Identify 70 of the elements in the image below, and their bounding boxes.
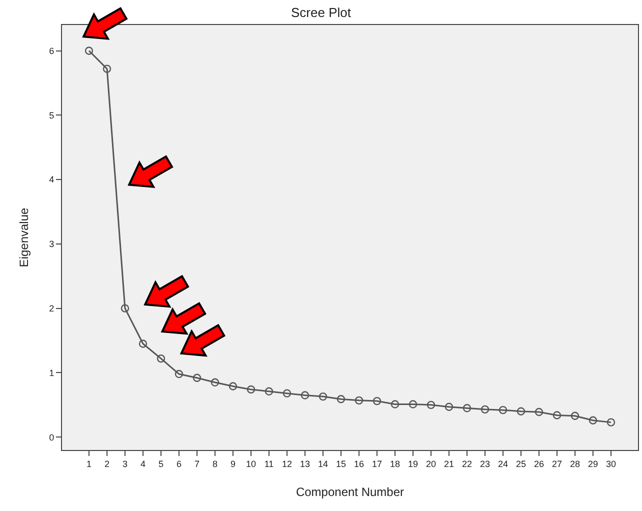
point (480, 405, 490, 414)
x-tick-label: 29 (588, 458, 598, 469)
point (264, 387, 274, 396)
x-tick-label: 14 (318, 458, 328, 469)
x-tick-label: 4 (140, 458, 146, 469)
y-tick-label: 4 (49, 174, 54, 185)
point (516, 407, 526, 416)
y-axis-title: Eigenvalue (17, 207, 31, 268)
x-tick-label: 13 (300, 458, 310, 469)
x-tick-label: 19 (408, 458, 418, 469)
x-tick-label: 2 (104, 458, 110, 469)
y-tick-label: 0 (49, 432, 54, 442)
point (354, 396, 364, 405)
point (462, 404, 472, 412)
point (498, 406, 508, 414)
y-tick-label: 3 (49, 239, 54, 250)
point (282, 389, 292, 398)
x-tick-label: 17 (372, 458, 382, 469)
x-tick-label: 18 (390, 458, 400, 469)
point (120, 304, 130, 312)
point (246, 385, 256, 394)
x-tick-label: 23 (480, 458, 490, 469)
x-tick-label: 27 (552, 458, 562, 469)
x-tick-label: 3 (122, 458, 128, 469)
point (444, 402, 454, 411)
x-tick-label: 5 (158, 458, 164, 469)
point (84, 46, 94, 55)
point (318, 392, 328, 401)
x-tick-label: 24 (498, 458, 508, 469)
x-tick-label: 7 (194, 458, 200, 469)
point (408, 400, 418, 408)
x-tick-label: 20 (426, 458, 436, 469)
y-tick-label: 6 (49, 46, 54, 56)
x-tick-label: 15 (336, 458, 346, 469)
x-axis-title: Component Number (296, 485, 404, 499)
x-tick-label: 11 (264, 458, 274, 469)
x-tick-label: 12 (282, 458, 292, 469)
x-tick-label: 22 (462, 458, 472, 469)
x-tick-label: 1 (86, 458, 92, 469)
x-tick-label: 8 (212, 458, 218, 469)
point (570, 412, 580, 420)
y-tick-label: 2 (49, 303, 54, 314)
x-tick-label: 30 (606, 458, 616, 469)
point (336, 395, 346, 404)
x-tick-label: 25 (516, 458, 526, 469)
x-tick-label: 9 (230, 458, 236, 469)
point (606, 418, 616, 426)
point (552, 411, 562, 420)
chart-title: Scree Plot (291, 4, 352, 20)
point (300, 391, 310, 400)
point (390, 400, 400, 408)
point (426, 400, 436, 410)
x-tick-label: 16 (354, 458, 364, 469)
point (210, 378, 220, 386)
point (228, 382, 238, 390)
point (174, 370, 184, 378)
y-tick-label: 5 (49, 110, 54, 120)
point (534, 408, 544, 416)
point (588, 416, 598, 424)
y-tick-label: 1 (49, 368, 54, 378)
point (156, 354, 166, 363)
point (372, 396, 382, 406)
x-tick-label: 6 (176, 458, 182, 469)
x-tick-label: 26 (534, 458, 544, 469)
point (192, 374, 202, 382)
point (138, 340, 148, 348)
x-tick-label: 21 (444, 458, 454, 469)
x-tick-label: 28 (570, 458, 580, 469)
x-tick-label: 10 (246, 458, 256, 469)
point (102, 64, 112, 73)
